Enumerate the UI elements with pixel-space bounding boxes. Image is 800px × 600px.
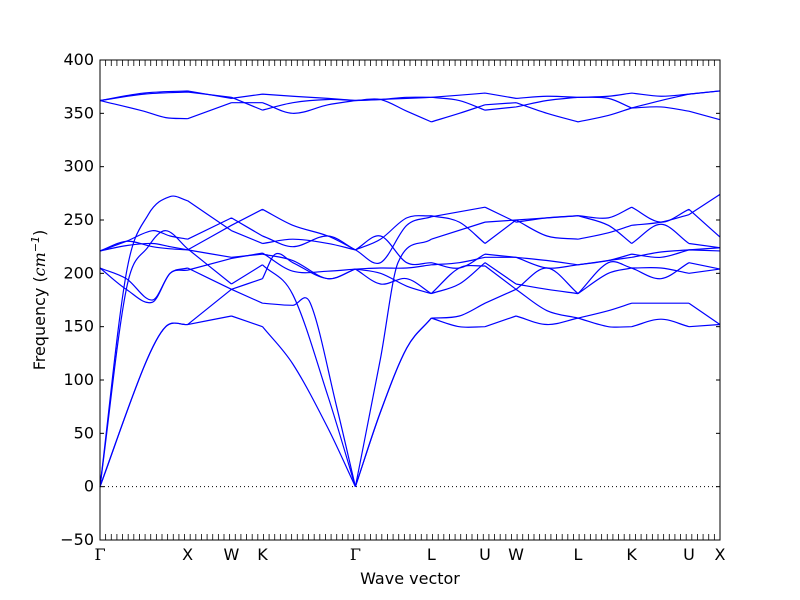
x-tick-label: K	[257, 545, 268, 564]
bands-layer	[99, 90, 721, 488]
y-tick-label: 200	[63, 263, 94, 282]
x-tick-label: W	[508, 545, 524, 564]
y-tick-label: 100	[63, 370, 94, 389]
x-tick-label: X	[182, 545, 193, 564]
y-axis-title-exponent: −1	[29, 236, 42, 252]
y-axis-title-prefix: Frequency (	[30, 276, 49, 370]
band-line-10	[99, 98, 721, 123]
band-line-2	[99, 288, 721, 487]
x-tick-label: K	[626, 545, 637, 564]
ticks-layer	[99, 59, 721, 541]
x-tick-label: U	[683, 545, 695, 564]
y-tick-label: 150	[63, 317, 94, 336]
y-tick-label: 400	[63, 50, 94, 69]
y-tick-label: −50	[60, 530, 94, 549]
y-tick-label: 0	[84, 477, 94, 496]
x-tick-label: Γ	[350, 545, 361, 564]
x-tick-label: W	[224, 545, 240, 564]
x-axis-title: Wave vector	[360, 569, 460, 588]
band-line-8	[99, 217, 721, 269]
y-axis-title-unit: cm	[30, 252, 49, 276]
y-axis-title: Frequency (cm−1)	[29, 230, 50, 371]
plot-frame	[99, 59, 721, 541]
band-line-6	[99, 252, 721, 301]
band-line-9	[99, 206, 721, 252]
x-tick-label: L	[574, 545, 583, 564]
y-tick-label: 300	[63, 157, 94, 176]
x-tick-label: Γ	[94, 545, 105, 564]
x-tick-label: L	[427, 545, 436, 564]
y-axis-title-suffix: )	[30, 230, 49, 236]
y-tick-label: 350	[63, 103, 94, 122]
x-tick-label: X	[715, 545, 726, 564]
y-tick-label: 50	[74, 423, 94, 442]
y-tick-label: 250	[63, 210, 94, 229]
x-tick-label: U	[479, 545, 491, 564]
band-line-12	[99, 90, 721, 102]
